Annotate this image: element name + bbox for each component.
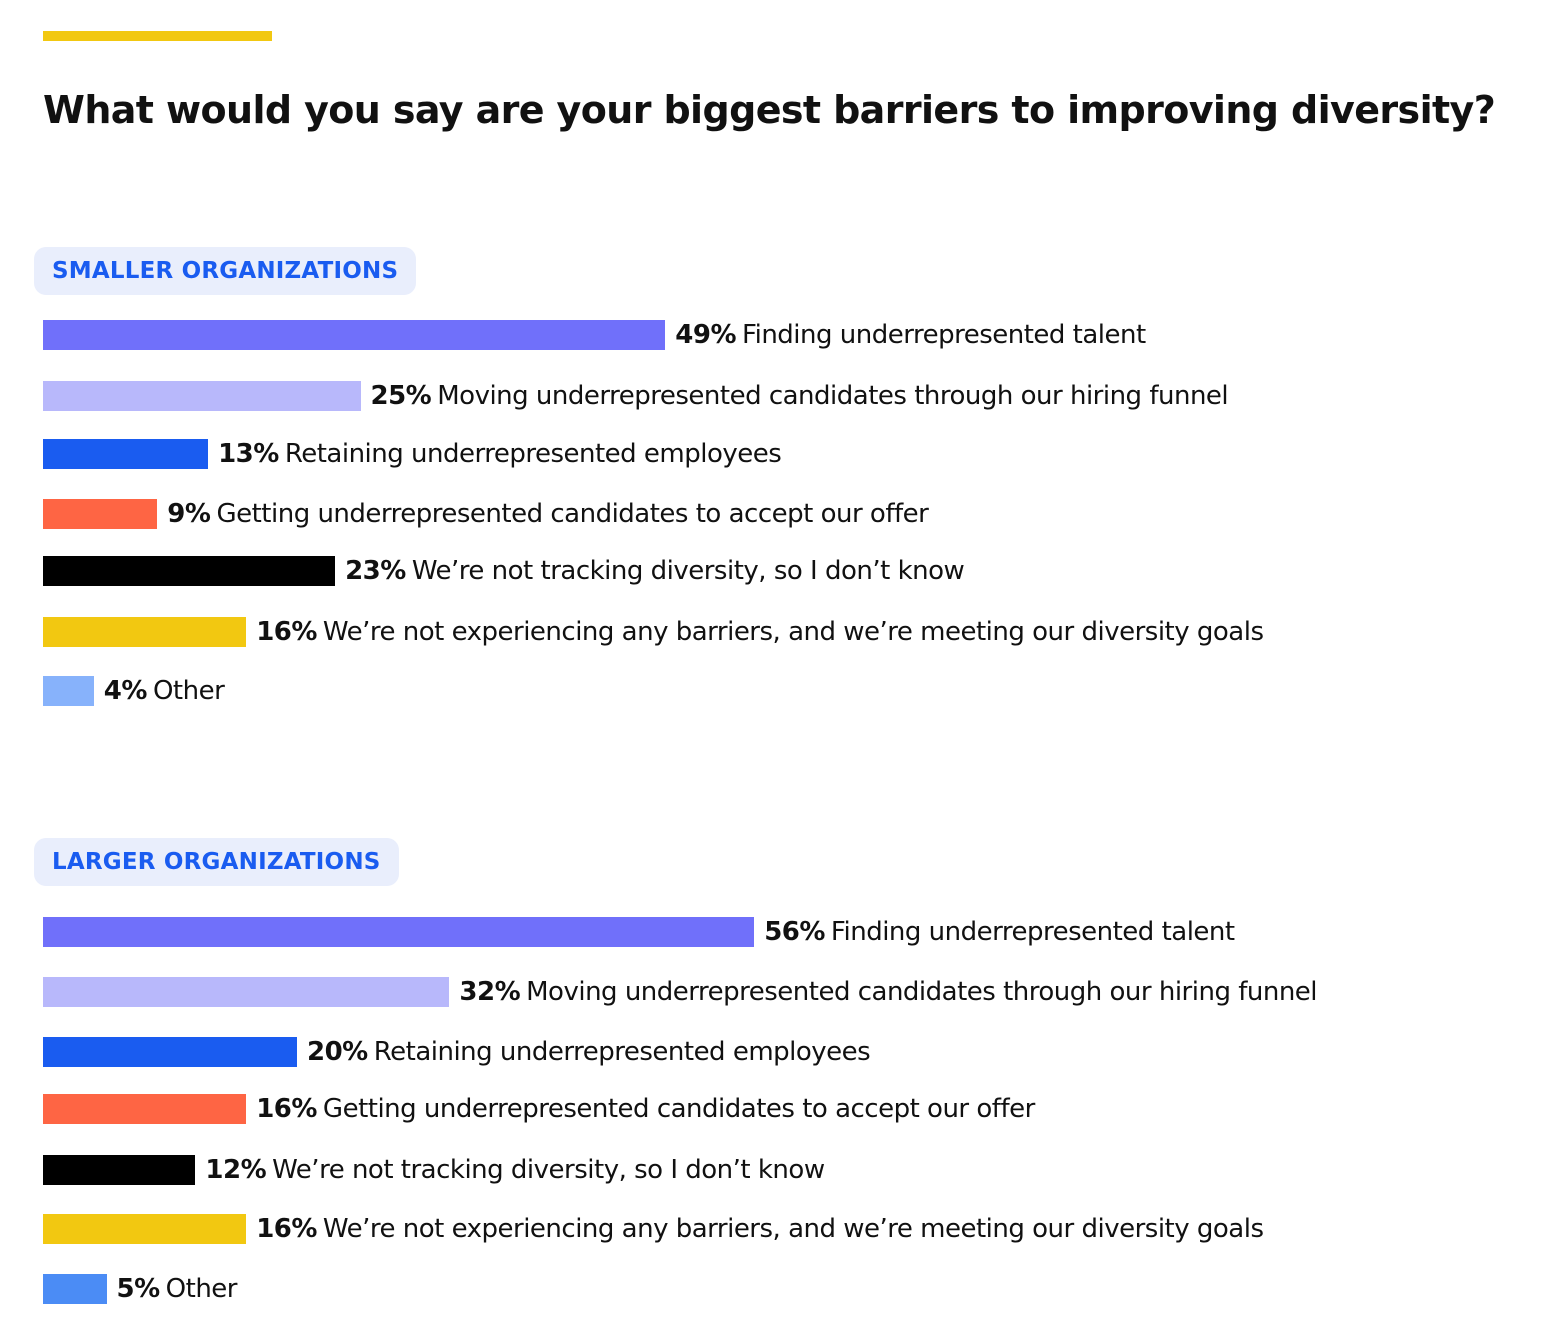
bar-value-label: 16% [256, 1214, 317, 1244]
bar-label: 23% We’re not tracking diversity, so I do… [345, 556, 965, 586]
bar-row: 49% Finding underrepresented talent [43, 320, 1146, 350]
bar-category-label: We’re not tracking diversity, so I don’t… [272, 1155, 825, 1185]
bar-value-label: 16% [256, 617, 317, 647]
bar [43, 381, 361, 411]
bar-label: 13% Retaining underrepresented employees [218, 439, 782, 469]
bar [43, 1155, 196, 1185]
bar-value-label: 23% [345, 556, 406, 586]
bar [43, 676, 94, 706]
bar-category-label: Finding underrepresented talent [830, 917, 1235, 947]
bar-row: 16% We’re not experiencing any barriers, … [43, 617, 1264, 647]
bar-category-label: Moving underrepresented candidates throu… [526, 977, 1318, 1007]
bar-row: 56% Finding underrepresented talent [43, 917, 1235, 947]
bar-label: 56% Finding underrepresented talent [764, 917, 1235, 947]
bar [43, 320, 666, 350]
bar-value-label: 5% [116, 1274, 161, 1304]
bar-category-label: Moving underrepresented candidates throu… [437, 381, 1229, 411]
bar-category-label: Getting underrepresented candidates to a… [216, 499, 929, 529]
bar-row: 23% We’re not tracking diversity, so I do… [43, 556, 965, 586]
bar-label: 12% We’re not tracking diversity, so I do… [205, 1155, 825, 1185]
bar-label: 25% Moving underrepresented candidates th… [371, 381, 1229, 411]
section-label-larger: LARGER ORGANIZATIONS [34, 838, 399, 886]
bar-category-label: We’re not tracking diversity, so I don’t… [411, 556, 965, 586]
accent-line [43, 31, 272, 41]
chart-larger-organizations: 56% Finding underrepresented talent 32% Mov… [43, 917, 1543, 1317]
bar-label: 16% We’re not experiencing any barriers, … [256, 617, 1264, 647]
bar [43, 617, 247, 647]
bar-row: 13% Retaining underrepresented employees [43, 439, 782, 469]
bar-value-label: 32% [459, 977, 521, 1007]
chart-smaller-organizations: 49% Finding underrepresented talent 25% Mov… [43, 320, 1543, 720]
bar-label: 20% Retaining underrepresented employees [307, 1037, 871, 1067]
bar-row: 12% We’re not tracking diversity, so I do… [43, 1155, 825, 1185]
page-title: What would you say are your biggest barr… [43, 88, 1496, 132]
bar-row: 5% Other [43, 1274, 237, 1304]
bar-label: 5% Other [116, 1274, 238, 1304]
bar-row: 20% Retaining underrepresented employees [43, 1037, 871, 1067]
bar-category-label: Finding underrepresented talent [742, 320, 1146, 350]
bar-category-label: Other [152, 676, 225, 706]
bar-value-label: 20% [307, 1037, 368, 1067]
bar-category-label: We’re not experiencing any barriers, and… [322, 1214, 1264, 1244]
bar-row: 32% Moving underrepresented candidates th… [43, 977, 1318, 1007]
bar-value-label: 12% [205, 1155, 267, 1185]
bar [43, 556, 336, 586]
bar-category-label: We’re not experiencing any barriers, and… [322, 617, 1264, 647]
bar-value-label: 4% [103, 676, 148, 706]
bar [43, 499, 158, 529]
bar-value-label: 16% [256, 1094, 317, 1124]
bar-label: 49% Finding underrepresented talent [675, 320, 1146, 350]
bar [43, 1037, 297, 1067]
bar-category-label: Retaining underrepresented employees [284, 439, 782, 469]
bar [43, 1274, 107, 1304]
bar-label: 4% Other [103, 676, 225, 706]
bar [43, 917, 755, 947]
bar-value-label: 9% [167, 499, 211, 529]
bar-value-label: 25% [370, 381, 432, 411]
bar [43, 439, 209, 469]
bar-value-label: 56% [764, 917, 825, 947]
bar-row: 4% Other [43, 676, 225, 706]
bar-category-label: Getting underrepresented candidates to a… [322, 1094, 1035, 1124]
bar-category-label: Retaining underrepresented employees [373, 1037, 871, 1067]
bar-value-label: 13% [218, 439, 279, 469]
bar-label: 16% Getting underrepresented candidates t… [256, 1094, 1035, 1124]
bar-row: 9% Getting underrepresented candidates to… [43, 499, 929, 529]
bar-label: 32% Moving underrepresented candidates th… [459, 977, 1317, 1007]
bar-row: 16% Getting underrepresented candidates t… [43, 1094, 1035, 1124]
bar [43, 1214, 247, 1244]
section-label-smaller: SMALLER ORGANIZATIONS [34, 247, 417, 295]
bar-category-label: Other [165, 1274, 238, 1304]
bar [43, 1094, 247, 1124]
bar-label: 9% Getting underrepresented candidates to… [167, 499, 929, 529]
bar-label: 16% We’re not experiencing any barriers, … [256, 1214, 1264, 1244]
bar [43, 977, 450, 1007]
bar-row: 25% Moving underrepresented candidates th… [43, 381, 1229, 411]
bar-row: 16% We’re not experiencing any barriers, … [43, 1214, 1264, 1244]
bar-value-label: 49% [675, 320, 737, 350]
